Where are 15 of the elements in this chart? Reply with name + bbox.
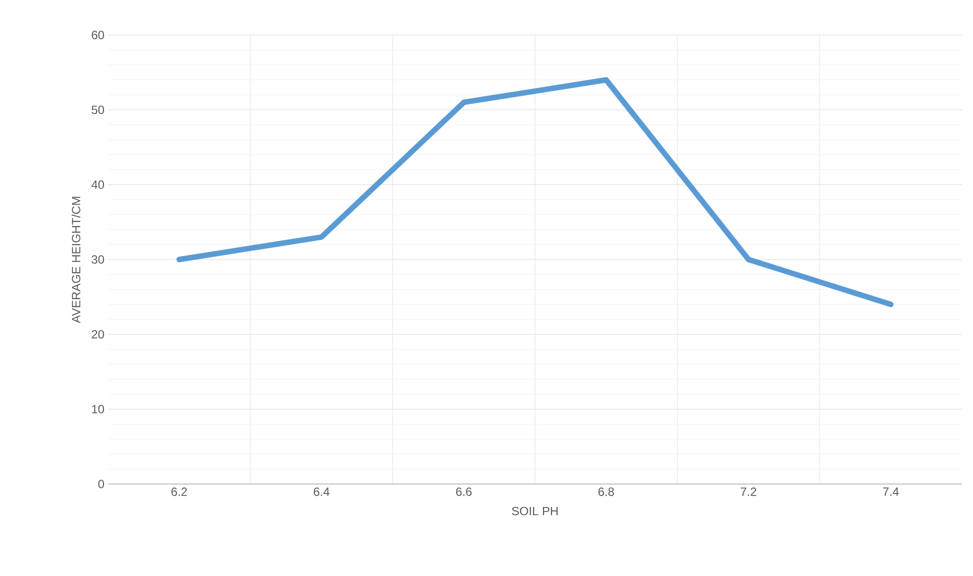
y-tick-label: 20 bbox=[92, 330, 104, 339]
x-tick-label: 6.8 bbox=[598, 488, 614, 496]
y-tick-label: 40 bbox=[91, 180, 104, 189]
x-tick-label: 7.4 bbox=[883, 488, 899, 496]
y-tick-label: 10 bbox=[92, 404, 104, 414]
y-tick-label: 0 bbox=[98, 480, 104, 488]
y-axis-title: AVERAGE HEIGHT/CM bbox=[72, 196, 80, 324]
y-tick-label: 50 bbox=[92, 106, 104, 114]
x-tick-label: 6.4 bbox=[314, 488, 330, 496]
x-tick-label: 6.6 bbox=[456, 488, 472, 496]
x-axis-title: SOIL PH bbox=[512, 506, 558, 516]
x-tick-label: 7.2 bbox=[740, 488, 756, 496]
y-tick-label: 30 bbox=[92, 255, 104, 264]
y-tick-label: 60 bbox=[92, 30, 104, 40]
x-tick-label: 6.2 bbox=[171, 488, 187, 496]
